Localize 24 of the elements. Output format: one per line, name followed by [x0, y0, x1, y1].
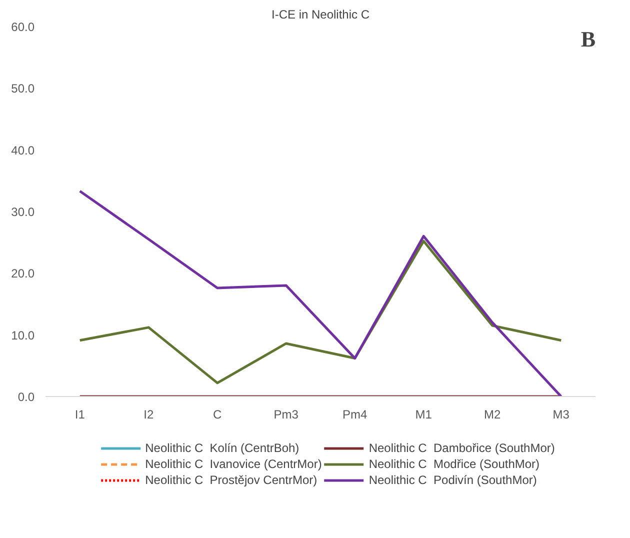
line-series: [78, 190, 562, 396]
legend-label: Neolithic C Prostějov CentrMor): [145, 473, 318, 487]
x-tick-label: I1: [74, 408, 86, 422]
y-tick-label: 30.0: [11, 205, 35, 219]
y-tick-label: 60.0: [11, 20, 35, 34]
y-tick-label: 20.0: [11, 266, 35, 281]
legend-label: Neolithic C Podivín (SouthMor): [368, 473, 537, 487]
legend-label: Neolithic C Kolín (CentrBoh): [145, 441, 300, 455]
y-tick-label: 40.0: [11, 143, 35, 158]
x-tick-label: I2: [144, 408, 154, 422]
x-tick-label: M1: [415, 408, 432, 422]
chart-title: I-CE in Neolithic C: [271, 8, 370, 22]
annotation: B: [580, 26, 596, 52]
x-tick-label: Pm4: [342, 408, 368, 422]
x-tick-label: M3: [552, 408, 570, 422]
x-tick-label: C: [213, 408, 222, 422]
legend-label: Neolithic C Modřice (SouthMor): [368, 457, 540, 471]
legend-label: Neolithic C Ivanovice (CentrMor): [145, 457, 322, 471]
y-tick-label: 50.0: [11, 82, 35, 96]
x-tick-label: Pm3: [274, 408, 299, 422]
y-tick-label: 0.0: [18, 390, 35, 404]
legend-label: Neolithic C Dambořice (SouthMor): [368, 441, 555, 455]
y-tick-label: 10.0: [11, 328, 35, 342]
x-tick-label: M2: [484, 408, 502, 422]
